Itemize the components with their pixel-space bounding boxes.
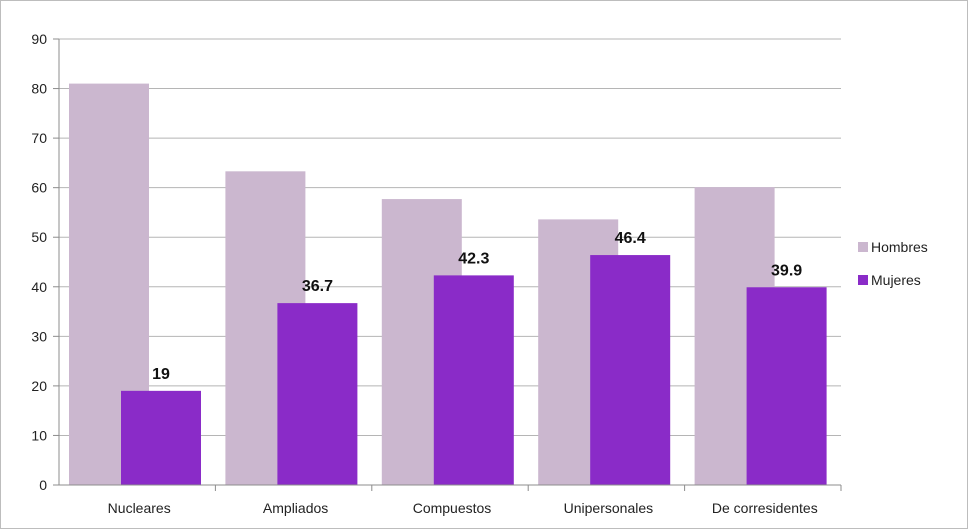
legend-swatch-mujeres [858, 275, 868, 285]
y-tick-label: 80 [31, 81, 47, 97]
data-label: 42.3 [458, 250, 489, 267]
bars [69, 83, 827, 486]
data-label: 46.4 [615, 230, 646, 247]
legend: Hombres Mujeres [858, 239, 928, 288]
y-tick-label: 10 [31, 427, 47, 443]
x-tick-label: Compuestos [413, 500, 492, 516]
bar-mujeres [121, 390, 201, 485]
bar-mujeres [590, 255, 671, 485]
legend-label: Mujeres [871, 272, 921, 288]
data-label: 19 [152, 366, 170, 383]
bar-mujeres [746, 287, 827, 485]
data-label: 39.9 [771, 262, 802, 279]
x-tick-label: Unipersonales [564, 500, 654, 516]
data-labels: 19 36.7 42.3 46.4 39.9 [152, 230, 802, 383]
y-tick-label: 0 [39, 477, 47, 493]
x-tick-label: De corresidentes [712, 500, 818, 516]
y-tick-label: 60 [31, 180, 47, 196]
y-tick-label: 90 [31, 31, 47, 47]
y-tick-label: 50 [31, 229, 47, 245]
x-tick-label: Ampliados [263, 500, 328, 516]
y-tick-label: 70 [31, 130, 47, 146]
y-tick-label: 20 [31, 378, 47, 394]
bar-mujeres [433, 275, 514, 485]
y-tick-label: 40 [31, 279, 47, 295]
x-tick-label: Nucleares [108, 500, 171, 516]
legend-swatch-hombres [858, 242, 868, 252]
legend-label: Hombres [871, 239, 928, 255]
bar-mujeres [277, 303, 358, 485]
axes: 0 10 20 30 40 50 60 70 80 90 Nucleares Ampliados Com… [31, 31, 842, 516]
y-tick-label: 30 [31, 328, 47, 344]
data-label: 36.7 [302, 278, 333, 295]
